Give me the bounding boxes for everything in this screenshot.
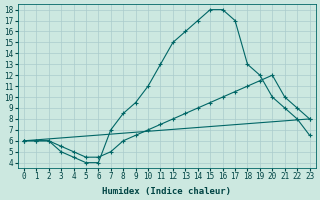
X-axis label: Humidex (Indice chaleur): Humidex (Indice chaleur)	[102, 187, 231, 196]
